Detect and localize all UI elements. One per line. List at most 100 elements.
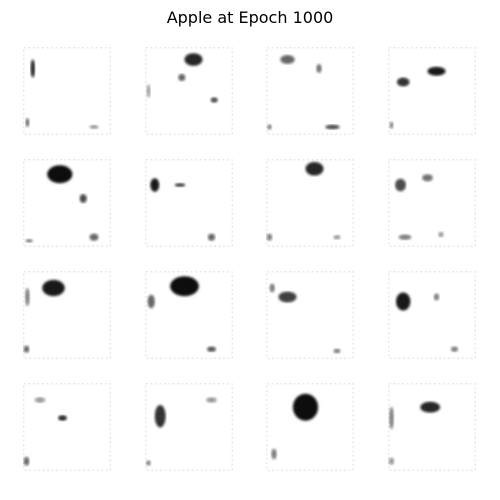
generated-sample-tile [265, 382, 355, 472]
dark-blob [396, 77, 410, 87]
dark-blob [89, 125, 99, 129]
figure-title: Apple at Epoch 1000 [166, 8, 334, 27]
sample-image [388, 47, 476, 135]
generated-sample-tile [22, 382, 112, 472]
dark-blob [79, 194, 87, 203]
dark-blob [25, 118, 30, 127]
sample-frame [23, 383, 111, 471]
sample-frame [388, 159, 476, 247]
sample-frame [266, 383, 354, 471]
sample-image [145, 159, 233, 247]
dark-blob [170, 276, 199, 297]
dark-blob [146, 460, 151, 466]
generated-sample-tile [265, 158, 355, 248]
sample-image [23, 271, 111, 359]
dark-blob [389, 406, 394, 430]
generated-sample-tile [387, 158, 477, 248]
sample-image [23, 383, 111, 471]
dark-blob [150, 178, 160, 192]
sample-frame [145, 47, 233, 135]
sample-frame [266, 159, 354, 247]
dark-blob [207, 346, 216, 352]
sample-frame [388, 271, 476, 359]
sample-image [23, 159, 111, 247]
dark-blob [325, 124, 340, 130]
generated-sample-tile [22, 270, 112, 360]
generated-sample-tile [144, 158, 234, 248]
dark-blob [25, 288, 30, 306]
generated-sample-tile [144, 382, 234, 472]
generated-sample-tile [387, 382, 477, 472]
sample-frame [145, 271, 233, 359]
sample-frame [23, 47, 111, 135]
dark-blob [269, 283, 275, 293]
generated-sample-tile [144, 46, 234, 136]
dark-blob [207, 233, 216, 241]
sample-image [388, 271, 476, 359]
generated-sample-tile [265, 270, 355, 360]
dark-blob [438, 231, 444, 238]
sample-frame [388, 47, 476, 135]
dark-blob [450, 346, 459, 352]
dark-blob [25, 239, 33, 243]
dark-blob [388, 457, 395, 465]
dark-blob [23, 456, 30, 466]
sample-frame [388, 383, 476, 471]
dark-blob [174, 183, 186, 187]
dark-blob [34, 397, 46, 403]
dark-blob [267, 124, 272, 130]
dark-blob [30, 59, 36, 78]
sample-image [388, 383, 476, 471]
dark-blob [280, 55, 295, 64]
generated-sample-tile [387, 46, 477, 136]
dark-blob [389, 121, 394, 129]
dark-blob [420, 401, 441, 413]
dark-blob [427, 66, 446, 76]
dark-blob [271, 448, 277, 460]
sample-image [145, 47, 233, 135]
dark-blob [42, 279, 65, 297]
generated-sample-tile [22, 158, 112, 248]
dark-blob [23, 345, 30, 353]
dark-blob [278, 291, 297, 303]
dark-blob [154, 404, 166, 428]
sample-frame [23, 159, 111, 247]
dark-blob [333, 234, 341, 240]
sample-frame [266, 271, 354, 359]
dark-blob [146, 84, 151, 98]
generated-sample-tile [144, 270, 234, 360]
dark-blob [333, 348, 341, 354]
sample-image [388, 159, 476, 247]
sample-image [266, 271, 354, 359]
sample-image [266, 383, 354, 471]
dark-blob [210, 97, 218, 103]
dark-blob [184, 53, 203, 66]
dark-blob [147, 294, 155, 309]
dark-blob [305, 162, 324, 176]
sample-image [145, 271, 233, 359]
dark-blob [206, 397, 217, 403]
dark-blob [47, 165, 73, 184]
sample-image [23, 47, 111, 135]
generated-sample-tile [265, 46, 355, 136]
sample-frame [23, 271, 111, 359]
dark-blob [396, 292, 411, 311]
dark-blob [292, 393, 319, 421]
dark-blob [395, 178, 406, 192]
dark-blob [266, 233, 273, 241]
dark-blob [89, 233, 99, 241]
generated-sample-tile [387, 270, 477, 360]
sample-frame [145, 159, 233, 247]
dark-blob [398, 234, 412, 240]
dark-blob [433, 293, 440, 301]
dark-blob [422, 174, 433, 182]
sample-image [266, 47, 354, 135]
sample-image [145, 383, 233, 471]
dark-blob [316, 64, 322, 73]
sample-image [266, 159, 354, 247]
dark-blob [178, 73, 186, 82]
generated-sample-tile [22, 46, 112, 136]
sample-frame [145, 383, 233, 471]
dark-blob [58, 415, 67, 421]
